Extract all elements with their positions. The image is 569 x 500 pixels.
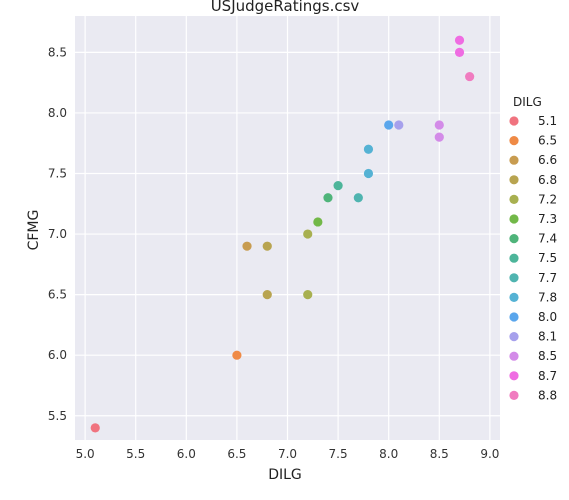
- legend-item: 5.1: [509, 114, 557, 128]
- legend-item: 8.8: [509, 388, 557, 402]
- data-point: [384, 120, 394, 130]
- legend-label: 7.3: [538, 212, 557, 226]
- legend-marker: [509, 273, 519, 283]
- legend-item: 7.7: [509, 271, 557, 285]
- data-point: [434, 120, 444, 130]
- legend-label: 7.7: [538, 271, 557, 285]
- x-tick-label: 9.0: [480, 447, 499, 461]
- data-point: [394, 120, 404, 130]
- legend-item: 6.5: [509, 134, 557, 148]
- legend-marker: [509, 116, 519, 126]
- legend: DILG 5.1 6.5 6.6 6.8 7.2 7.3 7.4 7.5 7.7 7.8 8.0 8.…: [509, 95, 557, 402]
- y-tick-label: 6.5: [48, 288, 67, 302]
- legend-label: 8.7: [538, 369, 557, 383]
- legend-item: 8.0: [509, 310, 557, 324]
- legend-item: 6.8: [509, 173, 557, 187]
- x-tick-label: 5.0: [76, 447, 95, 461]
- legend-label: 8.1: [538, 330, 557, 344]
- data-point: [353, 193, 363, 203]
- gridlines: [75, 16, 500, 440]
- x-tick-label: 7.0: [278, 447, 297, 461]
- legend-item: 8.5: [509, 349, 557, 363]
- y-tick-label: 6.0: [48, 348, 67, 362]
- legend-item: 8.7: [509, 369, 557, 383]
- legend-marker: [509, 155, 519, 165]
- data-point: [303, 229, 313, 239]
- data-point: [262, 290, 272, 300]
- legend-item: 7.3: [509, 212, 557, 226]
- legend-item: 7.2: [509, 192, 557, 206]
- data-point: [434, 132, 444, 142]
- y-tick-label: 8.5: [48, 45, 67, 59]
- legend-label: 8.0: [538, 310, 557, 324]
- y-tick-label: 7.0: [48, 227, 67, 241]
- x-tick-label: 8.0: [379, 447, 398, 461]
- legend-marker: [509, 390, 519, 400]
- legend-label: 8.5: [538, 349, 557, 363]
- legend-item: 7.8: [509, 290, 557, 304]
- data-points: [90, 35, 475, 433]
- legend-item: 7.4: [509, 232, 557, 246]
- legend-label: 5.1: [538, 114, 557, 128]
- legend-label: 6.8: [538, 173, 557, 187]
- data-point: [454, 35, 465, 45]
- x-axis-title: DILG: [268, 467, 302, 483]
- legend-marker: [509, 371, 519, 381]
- legend-item: 7.5: [509, 251, 557, 265]
- legend-marker: [509, 332, 519, 342]
- legend-marker: [509, 194, 519, 204]
- tick-labels: 5.0 5.5 6.0 6.5 7.0 7.5 8.0 8.5 9.0 5.5 6.0 6.5 7.0 7…: [48, 45, 500, 461]
- legend-label: 6.5: [538, 134, 557, 148]
- x-tick-label: 6.5: [227, 447, 246, 461]
- legend-marker: [509, 214, 519, 224]
- legend-label: 7.8: [538, 290, 557, 304]
- data-point: [333, 181, 343, 191]
- legend-label: 8.8: [538, 388, 557, 402]
- legend-marker: [509, 234, 519, 244]
- legend-label: 7.4: [538, 232, 557, 246]
- data-point: [363, 168, 374, 179]
- y-axis-title: CFMG: [26, 210, 42, 251]
- legend-item: 8.1: [509, 330, 557, 344]
- x-tick-label: 8.5: [430, 447, 449, 461]
- y-tick-label: 7.5: [48, 166, 67, 180]
- legend-marker: [509, 175, 519, 185]
- x-tick-label: 5.5: [126, 447, 145, 461]
- data-point: [303, 290, 313, 300]
- legend-item: 6.6: [509, 153, 557, 167]
- data-point: [454, 47, 465, 57]
- data-point: [465, 71, 475, 82]
- legend-marker: [509, 253, 519, 263]
- legend-title: DILG: [513, 95, 542, 109]
- legend-label: 6.6: [538, 153, 557, 167]
- x-tick-label: 7.5: [329, 447, 348, 461]
- legend-marker: [509, 136, 519, 146]
- x-tick-label: 6.0: [177, 447, 196, 461]
- chart-title: USJudgeRatings.csv: [211, 0, 360, 15]
- legend-marker: [509, 292, 519, 302]
- data-point: [90, 423, 100, 433]
- data-point: [313, 217, 323, 227]
- data-point: [242, 241, 252, 251]
- legend-marker: [509, 351, 519, 361]
- data-point: [323, 193, 333, 203]
- data-point: [262, 241, 272, 251]
- data-point: [363, 144, 374, 154]
- legend-marker: [509, 312, 519, 322]
- data-point: [232, 350, 242, 360]
- y-tick-label: 8.0: [48, 106, 67, 120]
- y-tick-label: 5.5: [48, 409, 67, 423]
- legend-label: 7.2: [538, 192, 557, 206]
- legend-label: 7.5: [538, 251, 557, 265]
